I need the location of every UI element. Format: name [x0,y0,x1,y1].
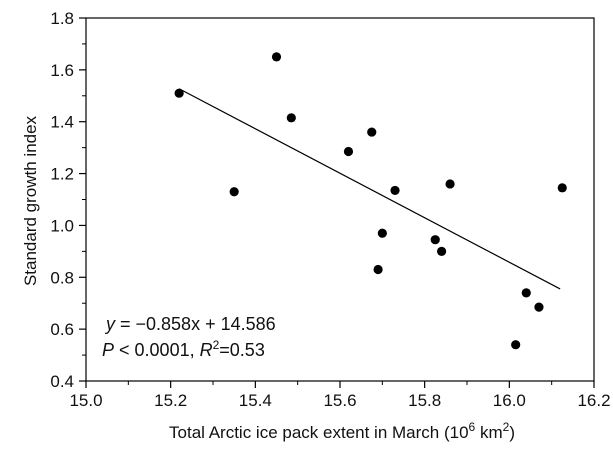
y-axis-ticks: 0.4 0.6 0.8 1.0 1.2 1.4 1.6 1.8 [50,9,86,391]
equation-y-symbol: y [104,314,116,334]
x-tick-label: 15.0 [69,391,102,410]
y-tick-label: 1.0 [50,216,74,235]
y-tick-label: 1.2 [50,165,74,184]
regression-line-group [178,88,561,290]
data-point [521,288,531,298]
r-squared-value: =0.53 [219,340,265,360]
p-value-text: < 0.0001, [114,340,200,360]
data-point [437,246,447,256]
y-tick-label: 1.4 [50,113,74,132]
y-tick-label: 1.6 [50,61,74,80]
x-axis-title-sup1: 6 [469,420,476,434]
r-squared-superscript: 2 [213,338,220,352]
x-axis-title-sup2: 2 [503,420,510,434]
x-axis-title-mid: km [475,423,502,442]
regression-equation: y = −0.858x + 14.586 [104,314,276,334]
x-tick-label: 15.4 [239,391,272,410]
y-tick-label: 0.8 [50,268,74,287]
r-symbol: R [200,340,213,360]
x-axis-title-main: Total Arctic ice pack extent in March (1… [169,423,469,442]
x-tick-label: 15.8 [408,391,441,410]
data-point [174,88,184,98]
x-tick-label: 15.2 [154,391,187,410]
regression-line [178,88,561,290]
y-tick-label: 0.6 [50,320,74,339]
data-point [534,302,544,312]
x-tick-label: 16.2 [577,391,610,410]
data-point [286,113,296,123]
data-point [343,146,354,157]
data-point [373,264,383,275]
data-points [174,52,567,350]
statistics-text: P < 0.0001, R2=0.53 [102,338,265,360]
equation-text: = −0.858x + 14.586 [115,314,276,334]
data-point [377,228,387,238]
data-point [271,52,282,62]
data-point [557,183,567,193]
x-axis-ticks: 15.0 15.2 15.4 15.6 15.8 16.0 16.2 [69,381,611,410]
x-tick-label: 16.0 [493,391,526,410]
data-point [229,187,239,197]
data-point [445,179,455,189]
y-axis-title: Standard growth index [21,115,40,286]
x-axis-title-end: ) [509,423,515,442]
data-point [390,185,400,196]
x-axis-title: Total Arctic ice pack extent in March (1… [169,420,515,442]
y-tick-label: 1.8 [50,9,74,28]
y-tick-label: 0.4 [50,372,74,391]
x-tick-label: 15.6 [323,391,356,410]
p-symbol: P [102,340,114,360]
data-point [367,127,377,137]
data-point [511,340,521,350]
data-point [430,235,440,245]
